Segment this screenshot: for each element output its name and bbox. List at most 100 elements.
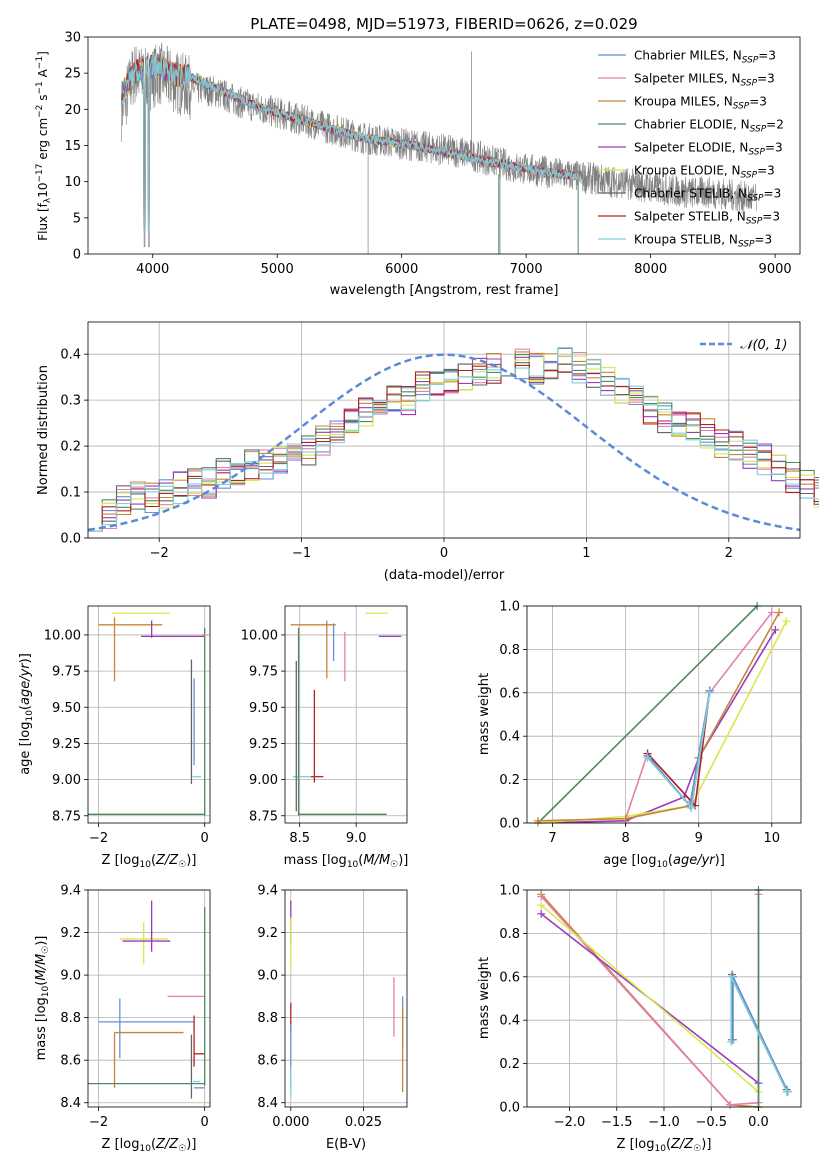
age-weight-ytick-label: 1.0 <box>499 600 520 615</box>
spectrum-xtick-label: 6000 <box>385 262 418 277</box>
spectrum-xtick-label: 8000 <box>634 262 667 277</box>
residuals-ytick-label: 0.0 <box>60 532 81 547</box>
legend-entry-nssp: 3 <box>768 49 776 63</box>
Z-age-panel: −2 0 8.75 9.00 9.25 9.50 9.75 10.00 Z [log10(Z… <box>18 605 211 870</box>
age-weight-ytick-label: 0.8 <box>499 643 520 658</box>
Z-age-ytick-label: 10.00 <box>44 628 81 643</box>
age-weight-ytick-label: 0.6 <box>499 686 520 701</box>
spectrum-xtick-label: 9000 <box>759 262 792 277</box>
legend-entry-n: , N <box>724 72 741 86</box>
age-weight-xtick-label: 7 <box>548 831 556 846</box>
legend-entry-equals: = <box>758 49 768 63</box>
legend-entry-n: , N <box>716 95 733 109</box>
Z-age-ytick-label: 9.25 <box>52 737 81 752</box>
Z-age-xtick-label: −2 <box>89 831 108 846</box>
legend-entry-nssp: 3 <box>764 233 772 247</box>
mass-age-ytick-label: 8.75 <box>249 809 278 824</box>
residuals-ytick-label: 0.4 <box>60 348 81 363</box>
legend-entry-nssp: 3 <box>767 164 775 178</box>
normal-legend-label: 𝒩(0, 1) <box>740 338 787 353</box>
legend-entry-name: Kroupa STELIB <box>634 233 721 247</box>
legend-entry-subscript: SSP <box>741 79 758 89</box>
legend-entry-label: Salpeter STELIB, NSSP=3 <box>634 210 780 227</box>
ebv-mass-xtick-label: 0.000 <box>272 1115 309 1130</box>
legend-entry-label: Kroupa STELIB, NSSP=3 <box>634 233 772 250</box>
legend-entry-label: Kroupa MILES, NSSP=3 <box>634 95 767 112</box>
age-weight-xtick-label: 9 <box>695 831 703 846</box>
residuals-ytick-label: 0.2 <box>60 440 81 455</box>
mass-age-xlabel: mass [log10(M/M☉)] <box>284 853 409 870</box>
Z-mass-ylabel: mass [log10(M/M☉)] <box>34 936 51 1061</box>
legend-entry-nssp: 3 <box>774 187 782 201</box>
spectrum-ytick-label: 10 <box>64 175 81 190</box>
mass-age-ytick-label: 9.00 <box>249 773 278 788</box>
legend-entry-label: Chabrier ELODIE, NSSP=2 <box>634 118 784 135</box>
age-weight-ytick-label: 0.0 <box>499 817 520 832</box>
spectrum-panel: 4000 5000 6000 7000 8000 9000 0 5 10 15 20 25 30 PL… <box>35 15 801 298</box>
Z-weight-ytick-label: 1.0 <box>499 884 520 899</box>
legend-entry-subscript: SSP <box>741 171 758 181</box>
residual-histogram-panel: −2 −1 0 1 2 0.0 0.1 0.2 0.3 0.4 (data-model)/err… <box>36 321 819 583</box>
spectrum-xtick-label: 7000 <box>510 262 543 277</box>
ebv-mass-ytick-label: 9.2 <box>257 926 278 941</box>
Z-mass-ytick-label: 9.2 <box>60 926 81 941</box>
spectrum-ytick-label: 30 <box>64 31 81 46</box>
mass-age-ytick-label: 9.75 <box>249 665 278 680</box>
ebv-mass-ytick-label: 8.8 <box>257 1011 278 1026</box>
mass-age-xtick-label: 9.0 <box>346 831 367 846</box>
Z-weight-xtick-label: −1.5 <box>601 1115 633 1130</box>
Z-weight-ytick-label: 0.8 <box>499 927 520 942</box>
legend-entry-equals: = <box>766 118 776 132</box>
ebv-mass-ytick-label: 8.4 <box>257 1096 278 1111</box>
Z-weight-ylabel: mass weight <box>477 957 492 1039</box>
Z-weight-xlabel: Z [log10(Z/Z☉)] <box>617 1137 712 1154</box>
Z-mass-ytick-label: 9.0 <box>60 969 81 984</box>
legend-entry-name: Kroupa MILES <box>634 95 716 109</box>
legend-entry-label: Chabrier STELIB, NSSP=3 <box>634 187 781 204</box>
residuals-xtick-label: −1 <box>292 546 311 561</box>
Z-mass-panel: −2 0 8.4 8.6 8.8 9.0 9.2 9.4 Z [log10(Z/Z☉)] m… <box>34 884 211 1154</box>
legend-entry-label: Salpeter MILES, NSSP=3 <box>634 72 775 89</box>
Z-age-ytick-label: 9.75 <box>52 665 81 680</box>
Z-age-ylabel: age [log10(age/yr)] <box>18 653 35 775</box>
legend-entry-name: Chabrier ELODIE <box>634 118 733 132</box>
legend-entry-n: , N <box>733 118 750 132</box>
residuals-xlabel: (data-model)/error <box>384 568 505 583</box>
Z-age-ytick-label: 9.00 <box>52 773 81 788</box>
mass-age-ytick-label: 9.25 <box>249 737 278 752</box>
spectrum-ytick-label: 15 <box>64 139 81 154</box>
age-weight-ytick-label: 0.2 <box>499 773 520 788</box>
legend-entry-name: Salpeter ELODIE <box>634 141 732 155</box>
legend-entry-n: , N <box>725 49 742 63</box>
ebv-mass-panel: 0.000 0.025 8.4 8.6 8.8 9.0 9.2 9.4 E(B-V) <box>257 884 408 1152</box>
Z-mass-xtick-label: −2 <box>89 1115 108 1130</box>
residuals-ytick-label: 0.3 <box>60 394 81 409</box>
mass-age-xtick-label: 8.5 <box>289 831 310 846</box>
Z-weight-panel: −2.0 −1.5 −1.0 −0.5 0.0 0.0 0.2 0.4 0.6 0.8 1.0 Z… <box>477 884 802 1154</box>
Z-weight-xtick-label: −0.5 <box>695 1115 727 1130</box>
legend-entry-subscript: SSP <box>750 125 767 135</box>
legend-entry-equals: = <box>764 187 774 201</box>
age-weight-xtick-label: 10 <box>763 831 780 846</box>
age-weight-ytick-label: 0.4 <box>499 730 520 745</box>
Z-mass-ytick-label: 9.4 <box>60 884 81 899</box>
legend-entry-subscript: SSP <box>738 240 755 250</box>
spectrum-ytick-label: 25 <box>64 67 81 82</box>
Z-age-xlabel: Z [log10(Z/Z☉)] <box>102 853 197 870</box>
Z-age-ytick-label: 9.50 <box>52 701 81 716</box>
age-weight-panel: 7 8 9 10 0.0 0.2 0.4 0.6 0.8 1.0 age [log10(age/… <box>477 600 802 870</box>
mass-weight-line <box>540 904 760 1093</box>
Z-weight-xtick-label: −1.0 <box>648 1115 680 1130</box>
residuals-xtick-label: 1 <box>582 546 590 561</box>
legend-entry-equals: = <box>762 210 772 224</box>
legend-entry-equals: = <box>754 233 764 247</box>
legend-entry-n: , N <box>724 164 741 178</box>
residuals-ylabel: Normed distribution <box>36 365 51 495</box>
legend-entry-name: Chabrier MILES <box>634 49 725 63</box>
age-weight-xlabel: age [log10(age/yr)] <box>603 853 725 870</box>
spectrum-ytick-label: 20 <box>64 103 81 118</box>
legend-entry-equals: = <box>765 141 775 155</box>
residuals-xtick-label: 0 <box>440 546 448 561</box>
legend-entry-name: Salpeter MILES <box>634 72 724 86</box>
